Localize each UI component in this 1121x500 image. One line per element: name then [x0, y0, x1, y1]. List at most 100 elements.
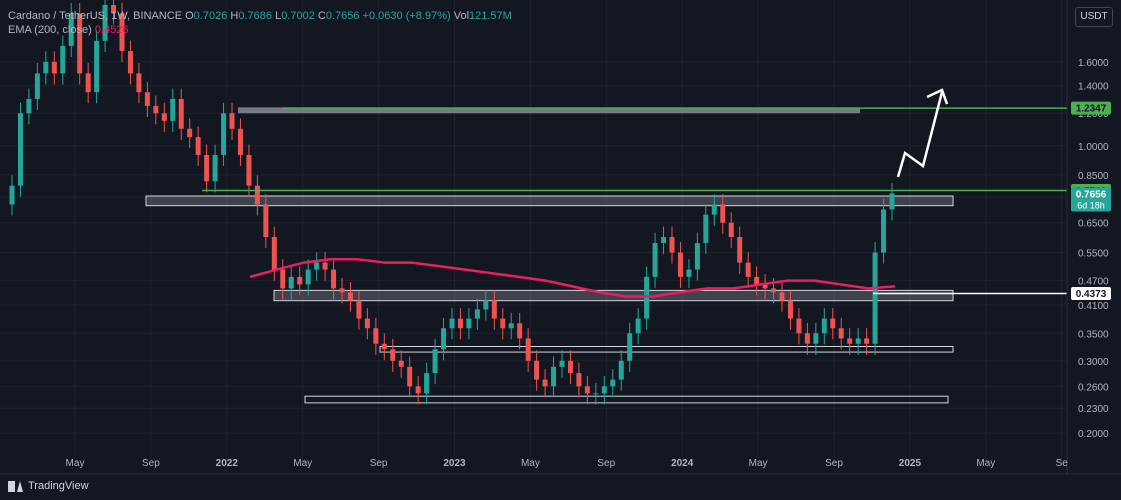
projection-arrow: [896, 88, 949, 178]
tradingview-brand: TradingView: [28, 480, 89, 492]
candle-body: [364, 318, 370, 329]
candle-body: [271, 237, 277, 270]
x-tick-label: 2025: [899, 458, 922, 469]
candle-body: [847, 338, 853, 344]
x-tick-label: Sep: [825, 458, 843, 469]
candle-body: [728, 222, 734, 238]
y-tick-label: 1.6000: [1078, 58, 1109, 69]
open-value: 0.7026: [193, 10, 228, 22]
volume-label: Vol: [453, 10, 470, 22]
candle-body: [559, 360, 565, 367]
candle-body: [441, 328, 447, 350]
candle-body: [737, 237, 743, 263]
y-tick-label: 0.4100: [1078, 301, 1109, 312]
candle-body: [339, 288, 345, 293]
candle-body: [881, 209, 887, 253]
currency-button[interactable]: USDT: [1075, 7, 1113, 27]
candle-body: [584, 386, 590, 394]
candle-body: [94, 40, 100, 93]
candle-body: [9, 185, 15, 205]
candle-body: [534, 360, 540, 380]
candle-body: [457, 318, 463, 329]
candle-body: [694, 243, 700, 270]
x-tick-label: 2023: [443, 458, 466, 469]
candle-body: [305, 269, 311, 285]
candle-body: [60, 45, 66, 74]
candle-body: [407, 366, 413, 387]
candle-body: [17, 113, 23, 186]
time-axis[interactable]: May Sep 2022 May Sep 2023 May Sep 2024 May Sep 2025…: [0, 458, 1121, 475]
candle-body: [331, 269, 337, 289]
candle-body: [703, 214, 709, 244]
price-label-bg: [1071, 101, 1111, 115]
candle-body: [542, 379, 548, 387]
candle-body: [373, 328, 379, 344]
arrow-path: [896, 91, 944, 178]
candle-body: [551, 366, 557, 387]
price-axis[interactable]: 1.60001.40001.20001.00000.85000.75000.65…: [1066, 0, 1121, 475]
y-tick-label: 0.3500: [1078, 329, 1109, 340]
candle-body: [68, 13, 74, 46]
candle-body: [263, 204, 269, 238]
candle-body: [474, 309, 480, 319]
candle-body: [415, 386, 421, 394]
candle-body: [500, 318, 506, 329]
candle-body: [855, 338, 861, 344]
candle-body: [830, 318, 836, 329]
candle-body: [51, 61, 57, 74]
price-label-text: 0.7656: [1076, 189, 1107, 200]
ema-label[interactable]: EMA (200, close): [8, 24, 92, 36]
candle-body: [491, 300, 497, 319]
candle-body: [187, 128, 193, 138]
x-tick-label: 2024: [671, 458, 694, 469]
candle-body: [229, 113, 235, 129]
candle-body: [254, 185, 260, 205]
price-zone: [379, 345, 954, 353]
candle-body: [787, 300, 793, 319]
candle-body: [212, 154, 218, 182]
y-tick-label: 0.2300: [1078, 404, 1109, 415]
x-tick-label: May: [66, 458, 85, 469]
candle-body: [754, 276, 760, 285]
x-tick-label: Se: [1056, 458, 1069, 469]
x-tick-label: Sep: [370, 458, 388, 469]
candle-body: [322, 262, 328, 270]
candle-body: [813, 333, 819, 344]
tradingview-logo-icon: [8, 480, 24, 492]
price-zone: [238, 107, 860, 114]
candle-body: [627, 333, 633, 361]
candle-body: [576, 373, 582, 387]
price-label-text: 0.4373: [1076, 289, 1107, 300]
ohlc-legend: Cardano / TetherUS, 1W, BINANCE O0.7026 …: [8, 10, 512, 23]
price-zone: [145, 195, 954, 207]
candle-body: [610, 379, 616, 387]
volume-value: 121.57M: [469, 10, 512, 22]
candle-body: [111, 5, 117, 14]
candle-body: [178, 98, 184, 129]
level-lines: [202, 107, 1067, 295]
candle-body: [601, 386, 607, 394]
candle-body: [356, 300, 362, 319]
y-tick-label: 0.2000: [1078, 429, 1109, 440]
low-label: L: [275, 10, 282, 22]
candle-body: [26, 98, 32, 114]
support-resistance-zones: [145, 107, 954, 404]
x-tick-label: May: [749, 458, 768, 469]
candle-body: [85, 73, 91, 93]
candle-body: [153, 105, 159, 114]
candle-body: [872, 252, 878, 344]
high-label: H: [230, 10, 239, 22]
symbol-title[interactable]: Cardano / TetherUS, 1W, BINANCE: [8, 10, 183, 22]
candle-body: [347, 292, 353, 301]
candle-body: [297, 276, 303, 285]
y-tick-label: 0.3000: [1078, 357, 1109, 368]
tradingview-logo[interactable]: TradingView: [8, 480, 89, 492]
y-tick-label: 0.5500: [1078, 249, 1109, 260]
candle-body: [804, 333, 810, 344]
candle-body: [170, 98, 176, 121]
candle-body: [838, 328, 844, 339]
candle-body: [424, 373, 430, 394]
change-value: +0.0630 (+8.97%): [362, 10, 451, 22]
